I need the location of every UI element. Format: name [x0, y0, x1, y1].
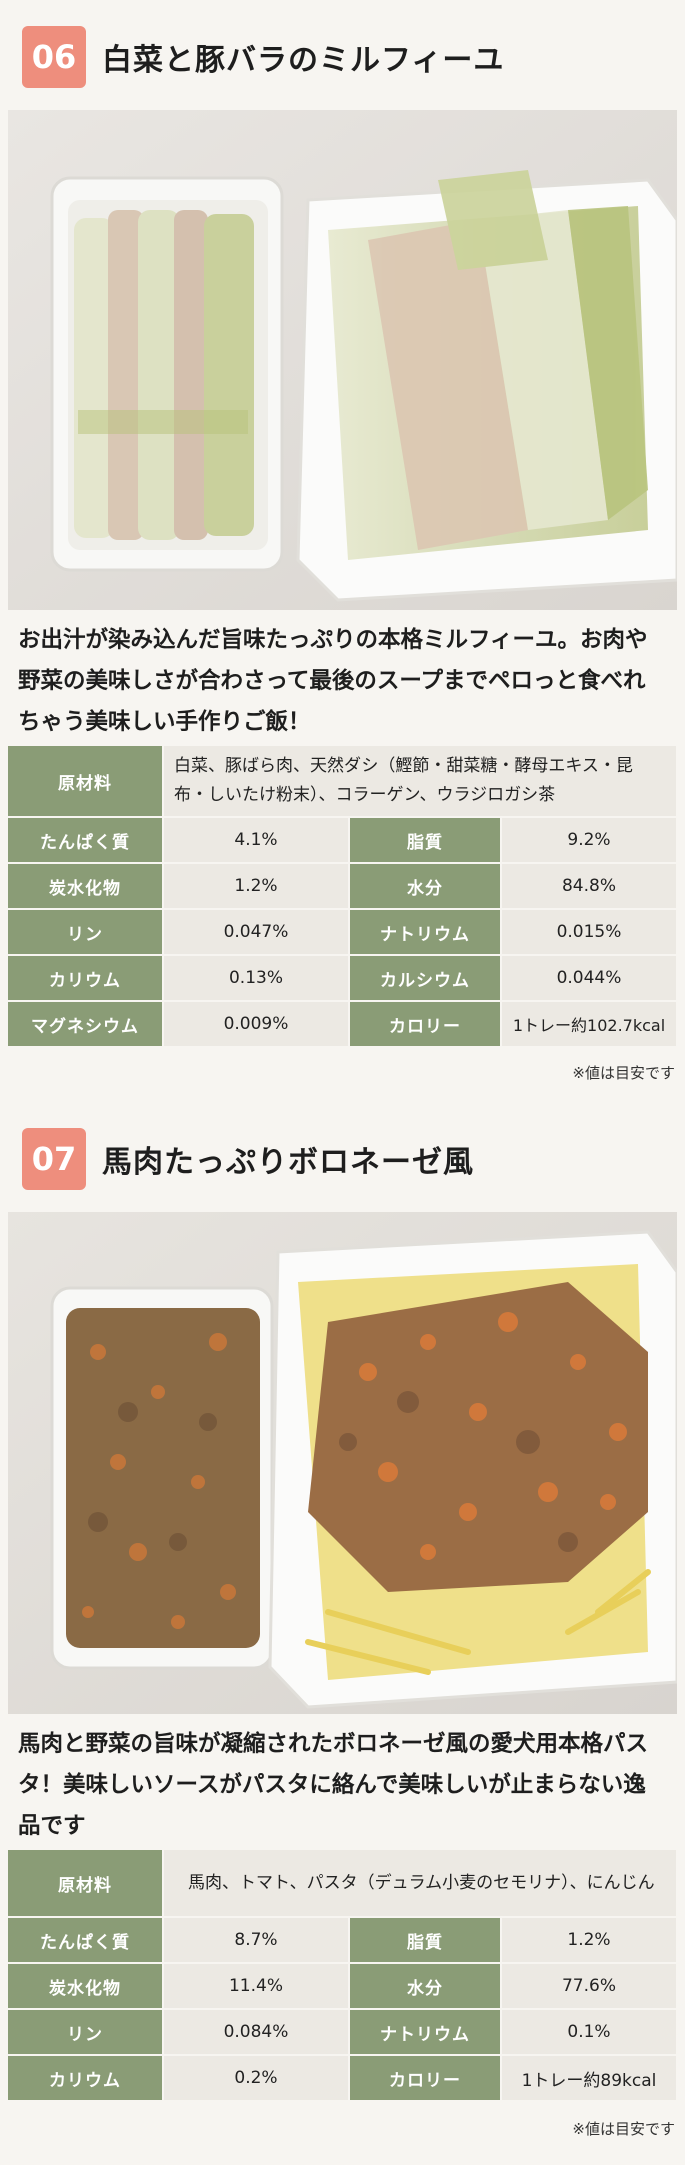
- nutrition-value: 0.047%: [164, 910, 348, 954]
- recipe-title: 白菜と豚バラのミルフィーユ: [102, 43, 505, 78]
- recipe-description: お出汁が染み込んだ旨味たっぷりの本格ミルフィーユ。お肉や野菜の美味しさが合わさっ…: [18, 627, 648, 735]
- nutrition-value: 0.084%: [164, 2010, 348, 2054]
- nutrition-value: 11.4%: [164, 1964, 348, 2008]
- nutrition-label: ナトリウム: [350, 2010, 500, 2054]
- nutrition-label: カロリー: [350, 1002, 500, 1046]
- nutrition-row: たんぱく質 4.1% 脂質 9.2%: [8, 818, 676, 862]
- nutrition-label: たんぱく質: [8, 818, 162, 862]
- nutrition-row: 炭水化物 1.2% 水分 84.8%: [8, 864, 676, 908]
- nutrition-row: カリウム 0.2% カロリー 1トレー約89kcal: [8, 2056, 676, 2100]
- nutrition-label: たんぱく質: [8, 1918, 162, 1962]
- recipe-number-badge: 06: [22, 26, 86, 88]
- nutrition-label: 炭水化物: [8, 864, 162, 908]
- nutrition-row: リン 0.047% ナトリウム 0.015%: [8, 910, 676, 954]
- nutrition-row: リン 0.084% ナトリウム 0.1%: [8, 2010, 676, 2054]
- nutrition-value: 0.044%: [502, 956, 676, 1000]
- nutrition-label: ナトリウム: [350, 910, 500, 954]
- nutrition-row: 炭水化物 11.4% 水分 77.6%: [8, 1964, 676, 2008]
- recipe-title: 馬肉たっぷりボロネーゼ風: [102, 1145, 474, 1180]
- recipe-06-photo: [8, 110, 677, 610]
- recipe-06-header: 06 白菜と豚バラのミルフィーユ: [22, 26, 504, 88]
- ingredients-value: 馬肉、トマト、パスタ（デュラム小麦のセモリナ）、にんじん: [164, 1850, 676, 1916]
- nutrition-label: リン: [8, 910, 162, 954]
- estimate-note: ※値は目安です: [572, 2120, 675, 2138]
- nutrition-value: 4.1%: [164, 818, 348, 862]
- nutrition-value: 1トレー約102.7kcal: [502, 1002, 676, 1046]
- nutrition-label: リン: [8, 2010, 162, 2054]
- recipe-06-spec-table: 原材料 白菜、豚ばら肉、天然ダシ（鰹節・甜菜糖・酵母エキス・昆布・しいたけ粉末）…: [6, 744, 678, 1048]
- nutrition-value: 0.1%: [502, 2010, 676, 2054]
- recipe-description: 馬肉と野菜の旨味が凝縮されたボロネーゼ風の愛犬用本格パスタ！美味しいソースがパス…: [18, 1731, 649, 1839]
- nutrition-value: 0.015%: [502, 910, 676, 954]
- nutrition-label: 水分: [350, 1964, 500, 2008]
- nutrition-label: 脂質: [350, 818, 500, 862]
- nutrition-value: 0.2%: [164, 2056, 348, 2100]
- nutrition-value: 1.2%: [164, 864, 348, 908]
- nutrition-value: 84.8%: [502, 864, 676, 908]
- nutrition-label: カリウム: [8, 2056, 162, 2100]
- nutrition-row: たんぱく質 8.7% 脂質 1.2%: [8, 1918, 676, 1962]
- recipe-07-photo: [8, 1212, 677, 1714]
- nutrition-label: カルシウム: [350, 956, 500, 1000]
- nutrition-value: 0.009%: [164, 1002, 348, 1046]
- nutrition-value: 8.7%: [164, 1918, 348, 1962]
- ingredients-row: 原材料 馬肉、トマト、パスタ（デュラム小麦のセモリナ）、にんじん: [8, 1850, 676, 1916]
- estimate-note: ※値は目安です: [572, 1064, 675, 1082]
- nutrition-label: マグネシウム: [8, 1002, 162, 1046]
- ingredients-row: 原材料 白菜、豚ばら肉、天然ダシ（鰹節・甜菜糖・酵母エキス・昆布・しいたけ粉末）…: [8, 746, 676, 816]
- nutrition-row: マグネシウム 0.009% カロリー 1トレー約102.7kcal: [8, 1002, 676, 1046]
- nutrition-label: カロリー: [350, 2056, 500, 2100]
- nutrition-value: 9.2%: [502, 818, 676, 862]
- nutrition-value: 1.2%: [502, 1918, 676, 1962]
- recipe-07-spec-table: 原材料 馬肉、トマト、パスタ（デュラム小麦のセモリナ）、にんじん たんぱく質 8…: [6, 1848, 678, 2102]
- nutrition-value: 77.6%: [502, 1964, 676, 2008]
- nutrition-label: 水分: [350, 864, 500, 908]
- nutrition-value: 0.13%: [164, 956, 348, 1000]
- ingredients-value: 白菜、豚ばら肉、天然ダシ（鰹節・甜菜糖・酵母エキス・昆布・しいたけ粉末）、コラー…: [164, 746, 676, 816]
- recipe-07-header: 07 馬肉たっぷりボロネーゼ風: [22, 1128, 474, 1190]
- nutrition-row: カリウム 0.13% カルシウム 0.044%: [8, 956, 676, 1000]
- recipe-number-badge: 07: [22, 1128, 86, 1190]
- ingredients-label: 原材料: [8, 746, 162, 816]
- nutrition-value: 1トレー約89kcal: [502, 2056, 676, 2100]
- ingredients-label: 原材料: [8, 1850, 162, 1916]
- nutrition-label: 脂質: [350, 1918, 500, 1962]
- nutrition-label: カリウム: [8, 956, 162, 1000]
- nutrition-label: 炭水化物: [8, 1964, 162, 2008]
